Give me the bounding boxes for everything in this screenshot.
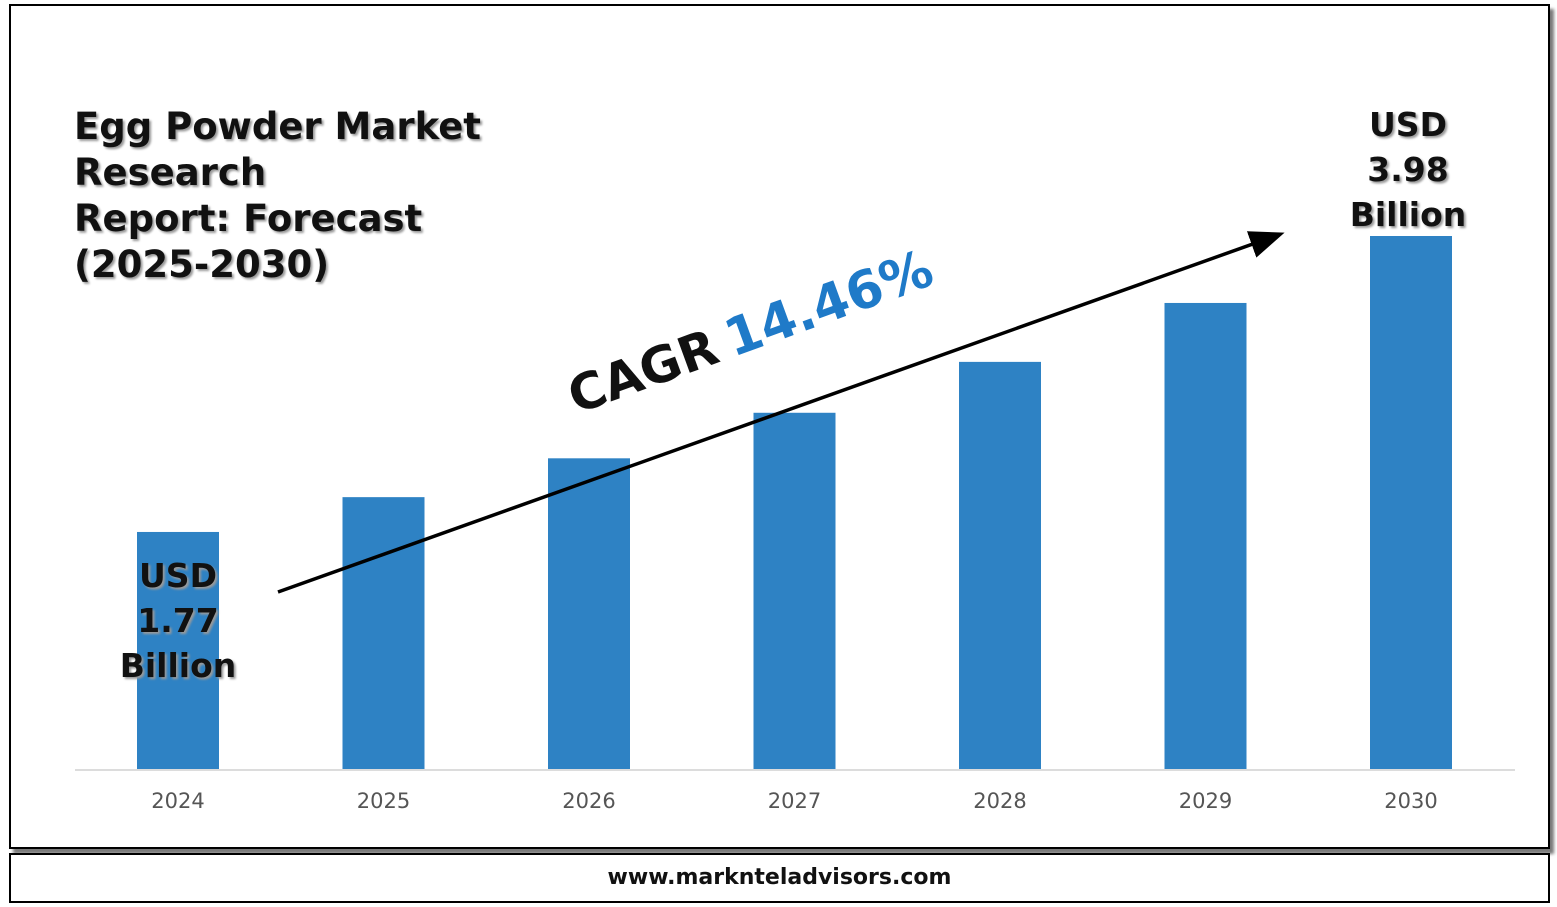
title-line-2: Report: Forecast — [74, 197, 423, 240]
footer: www.marknteladvisors.com — [9, 853, 1550, 903]
end-value-callout: USD 3.98 Billion — [1338, 102, 1478, 237]
title-line-1: Egg Powder Market Research — [74, 105, 481, 194]
x-tick-label-2024: 2024 — [151, 789, 204, 813]
end-callout-unit: Billion — [1349, 195, 1467, 234]
bar-2025 — [342, 497, 425, 769]
start-callout-currency: USD — [139, 556, 217, 595]
x-tick-label-2029: 2029 — [1179, 789, 1232, 813]
bar-2030 — [1370, 236, 1452, 769]
x-tick-label-2030: 2030 — [1384, 789, 1437, 813]
bar-2028 — [959, 361, 1041, 769]
end-callout-currency: USD — [1369, 105, 1447, 144]
x-tick-label-2027: 2027 — [768, 789, 821, 813]
bar-2027 — [753, 412, 836, 769]
x-tick-labels-group: 2024 2025 2026 2027 2028 2029 2030 — [151, 789, 1437, 813]
x-tick-label-2026: 2026 — [562, 789, 615, 813]
start-value-callout: USD 1.77 Billion — [108, 553, 248, 688]
growth-arrow — [277, 231, 1285, 594]
x-tick-label-2028: 2028 — [973, 789, 1026, 813]
bars-group — [137, 236, 1452, 769]
title-line-3: (2025-2030) — [74, 243, 330, 286]
start-callout-amount: 1.77 — [137, 601, 219, 640]
start-callout-unit: Billion — [119, 646, 237, 685]
bar-2029 — [1164, 302, 1247, 769]
end-callout-amount: 3.98 — [1367, 150, 1449, 189]
x-tick-label-2025: 2025 — [357, 789, 410, 813]
bar-2024 — [137, 531, 219, 769]
bar-2026 — [548, 458, 630, 769]
footer-website: www.marknteladvisors.com — [607, 865, 952, 890]
chart-title: Egg Powder Market Research Report: Forec… — [74, 104, 674, 288]
